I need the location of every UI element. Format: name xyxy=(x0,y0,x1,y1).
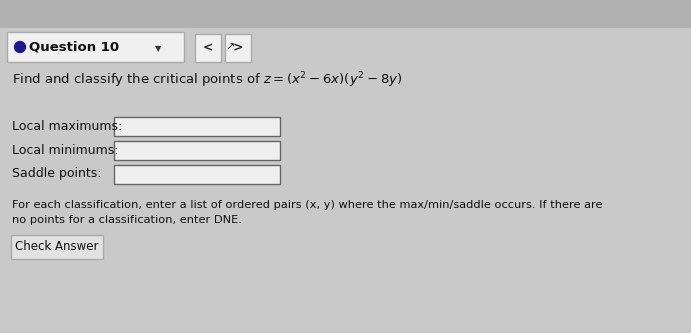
FancyBboxPatch shape xyxy=(11,235,103,259)
Text: ▼: ▼ xyxy=(155,45,162,54)
Circle shape xyxy=(15,42,26,53)
Text: Question 10: Question 10 xyxy=(29,41,119,54)
Text: >: > xyxy=(233,42,243,55)
Text: Saddle points:: Saddle points: xyxy=(12,167,102,180)
FancyBboxPatch shape xyxy=(115,165,281,183)
FancyBboxPatch shape xyxy=(115,141,281,160)
Text: ↗: ↗ xyxy=(225,43,234,53)
FancyBboxPatch shape xyxy=(7,32,184,62)
Bar xyxy=(0,0,691,28)
Text: For each classification, enter a list of ordered pairs (x, y) where the max/min/: For each classification, enter a list of… xyxy=(12,200,603,210)
FancyBboxPatch shape xyxy=(225,34,251,62)
FancyBboxPatch shape xyxy=(115,117,281,136)
Text: <: < xyxy=(202,42,214,55)
Text: Local minimums:: Local minimums: xyxy=(12,144,118,157)
Text: Local maximums:: Local maximums: xyxy=(12,120,122,133)
Text: Find and classify the critical points of $z = (x^2 - 6x)(y^2 - 8y)$: Find and classify the critical points of… xyxy=(12,70,402,90)
Text: Check Answer: Check Answer xyxy=(15,240,99,253)
Text: no points for a classification, enter DNE.: no points for a classification, enter DN… xyxy=(12,215,242,225)
FancyBboxPatch shape xyxy=(195,34,221,62)
